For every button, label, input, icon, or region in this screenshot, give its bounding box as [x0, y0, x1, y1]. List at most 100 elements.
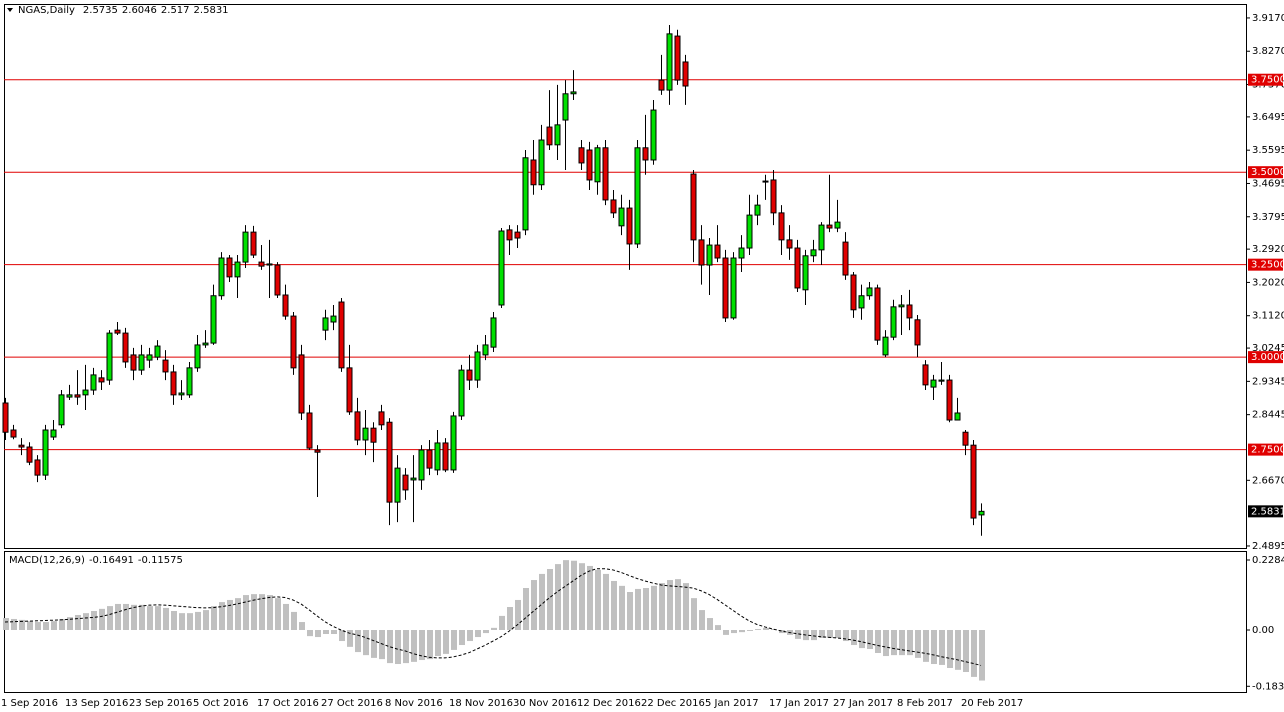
x-tick-label: 22 Dec 2016 [641, 698, 705, 709]
macd-bar [131, 604, 137, 630]
macd-bar [603, 573, 609, 630]
level-label: 3.0000 [1251, 352, 1284, 363]
last-price-box [1248, 505, 1283, 518]
macd-bar [451, 629, 457, 650]
macd-bar [491, 627, 497, 630]
candle-body [114, 329, 121, 334]
candle-body [34, 459, 41, 476]
macd-bar [99, 608, 105, 630]
candle-body [98, 377, 105, 383]
candle-body [106, 332, 113, 381]
macd-bar [859, 629, 865, 649]
y-tick-label: 3.0245 [1252, 343, 1284, 354]
macd-bar [259, 594, 265, 630]
macd-bar [835, 629, 841, 638]
candle-body [706, 244, 713, 266]
candle-body [338, 301, 345, 369]
macd-bar [923, 629, 929, 662]
candle-body [722, 257, 729, 319]
macd-bar [619, 585, 625, 630]
macd-bar [75, 614, 81, 630]
candle-body [810, 249, 817, 257]
macd-bar [547, 569, 553, 630]
candle-body [562, 93, 569, 121]
macd-bar [443, 629, 449, 654]
candle-body [130, 354, 137, 371]
macd-bar [251, 594, 257, 630]
candle-body [698, 239, 705, 266]
macd-bar [779, 629, 785, 634]
x-tick-label: 12 Dec 2016 [577, 698, 641, 709]
signal-line [4, 568, 982, 666]
candle-body [850, 274, 857, 311]
macd-bar [355, 629, 361, 653]
macd-bar [67, 617, 73, 630]
y-tick-label: 3.5595 [1252, 145, 1284, 156]
macd-bar [123, 603, 129, 630]
candle-body [538, 139, 545, 186]
macd-bar [595, 569, 601, 630]
candle-body [778, 212, 785, 241]
y-tick-label: 0.22844 [1252, 555, 1284, 566]
macd-bar [475, 629, 481, 638]
candle-body [122, 332, 129, 363]
macd-bar [243, 595, 249, 630]
level-label: 3.5000 [1251, 167, 1284, 178]
macd-bar [827, 629, 833, 638]
candle-body [202, 342, 209, 346]
candle-body [90, 374, 97, 391]
candle-body [714, 244, 721, 259]
y-tick-label: 2.4895 [1252, 541, 1284, 552]
macd-bar [179, 613, 185, 630]
candle-body [10, 429, 17, 438]
y-tick-label: 3.9170 [1252, 13, 1284, 24]
macd-bar [43, 622, 49, 630]
header-low: 2.517 [161, 5, 190, 16]
macd-bar [739, 629, 745, 633]
candle-body [474, 351, 481, 381]
macd-bar [531, 580, 537, 630]
macd-bar [731, 629, 737, 634]
candle-body [330, 315, 337, 323]
macd-bar [187, 613, 193, 630]
macd-bar [387, 629, 393, 664]
macd-bar [35, 622, 41, 630]
macd-bar [171, 610, 177, 630]
macd-bar [563, 560, 569, 630]
macd-bar [163, 607, 169, 630]
candle-body [82, 389, 89, 396]
candle-body [370, 427, 377, 443]
main-panel-frame [4, 4, 1247, 549]
candle-body [794, 247, 801, 289]
candle-body [178, 392, 185, 396]
candle-body [450, 415, 457, 471]
candle-body [234, 261, 241, 278]
macd-bar [691, 598, 697, 630]
macd-bar [403, 629, 409, 664]
level-label-box [1248, 166, 1283, 179]
macd-bar [307, 629, 313, 637]
macd-bar [523, 588, 529, 630]
y-tick-label: 3.2020 [1252, 277, 1284, 288]
x-tick-label: 8 Feb 2017 [897, 698, 953, 709]
candle-body [514, 231, 521, 239]
candle-body [642, 147, 649, 161]
macd-bar [195, 611, 201, 630]
macd-bar [27, 621, 33, 630]
x-tick-label: 27 Oct 2016 [321, 698, 383, 709]
x-tick-label: 1 Sep 2016 [1, 698, 58, 709]
macd-bar [235, 598, 241, 630]
macd-bar [931, 629, 937, 665]
macd-bar [819, 629, 825, 638]
candle-body [386, 421, 393, 503]
candle-body [258, 261, 265, 267]
candle-body [250, 231, 257, 256]
candle-body [890, 306, 897, 338]
candle-body [418, 449, 425, 481]
macd-bar [19, 619, 25, 630]
y-tick-label: 3.4695 [1252, 178, 1284, 189]
macd-bar [955, 629, 961, 670]
candle-body [210, 295, 217, 344]
macd-bar [291, 611, 297, 630]
